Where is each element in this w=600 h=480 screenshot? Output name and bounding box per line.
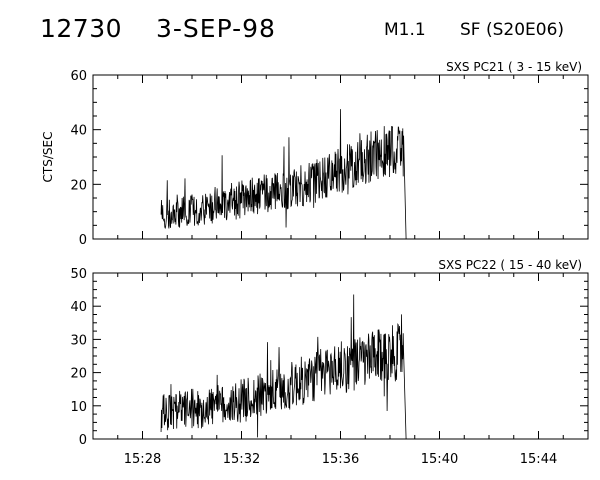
x-tick-label: 15:36 xyxy=(322,452,359,467)
event-date: 3-SEP-98 xyxy=(156,14,276,43)
flare-info: SF (S20E06) xyxy=(460,20,565,40)
y-tick-label: 30 xyxy=(70,333,87,348)
y-tick-label: 20 xyxy=(70,367,87,382)
series-line-2 xyxy=(160,294,407,440)
y-tick-label: 10 xyxy=(70,400,87,415)
series-line-1 xyxy=(160,109,407,240)
y-tick-label: 0 xyxy=(79,233,87,248)
x-tick-label: 15:40 xyxy=(421,452,458,467)
goes-class: M1.1 xyxy=(384,20,426,40)
y-tick-label: 20 xyxy=(70,178,87,193)
panel-title-1: SXS PC21 ( 3 - 15 keV) xyxy=(446,60,582,74)
event-id: 12730 xyxy=(40,14,123,43)
y-tick-label: 40 xyxy=(70,300,87,315)
y-tick-label: 60 xyxy=(70,69,87,84)
plot-header: 12730 3-SEP-98 M1.1 SF (S20E06) xyxy=(0,0,600,60)
x-tick-label: 15:44 xyxy=(520,452,557,467)
y-axis-label: CTS/SEC xyxy=(41,132,55,183)
x-tick-label: 15:28 xyxy=(124,452,161,467)
y-tick-label: 50 xyxy=(70,267,87,282)
y-tick-label: 40 xyxy=(70,124,87,139)
y-tick-label: 0 xyxy=(79,433,87,448)
panel-title-2: SXS PC22 ( 15 - 40 keV) xyxy=(438,258,582,272)
x-tick-label: 15:32 xyxy=(223,452,260,467)
